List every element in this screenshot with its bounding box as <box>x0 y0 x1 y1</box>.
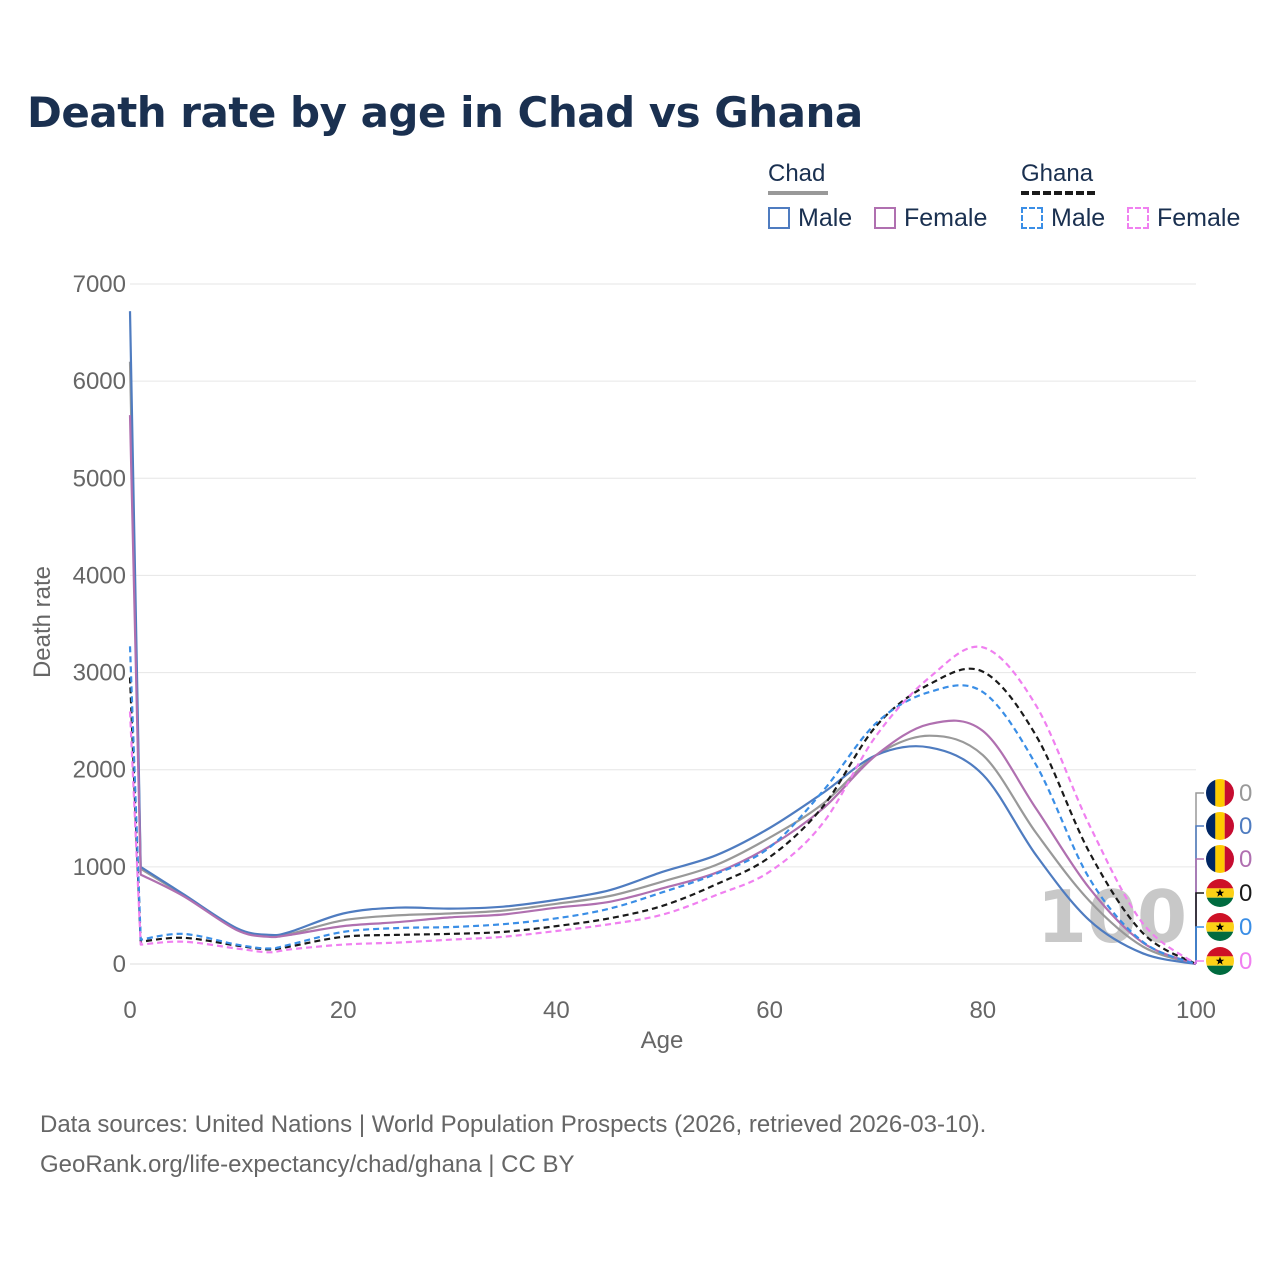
y-tick-label: 6000 <box>73 368 126 395</box>
end-connector-ghana-female <box>1195 960 1204 964</box>
legend-label-chad-female: Female <box>904 204 988 232</box>
x-tick-label: 40 <box>543 997 570 1024</box>
legend-swatch-chad-male <box>768 207 790 229</box>
y-tick-label: 3000 <box>73 660 126 687</box>
series-line-ghana-male[interactable] <box>128 646 1197 966</box>
grid <box>130 283 1196 965</box>
series-line-ghana-female[interactable] <box>128 645 1197 965</box>
chad-flag-icon <box>1206 845 1234 873</box>
series-line-chad-female[interactable] <box>128 415 1197 966</box>
end-connector-ghana-total <box>1195 892 1204 964</box>
end-value-ghana-male: 0 <box>1239 914 1252 941</box>
ghana-flag-icon <box>1206 879 1234 907</box>
y-tick-label: 4000 <box>73 562 126 589</box>
x-tick-label: 60 <box>756 997 783 1024</box>
end-value-chad-total: 0 <box>1239 780 1252 807</box>
legend-group-line-ghana <box>1021 191 1095 195</box>
ghana-flag-icon <box>1206 913 1234 941</box>
source-line-1: Data sources: United Nations | World Pop… <box>40 1111 987 1138</box>
legend-group-line-chad <box>768 191 828 195</box>
series-lines <box>128 311 1197 966</box>
chad-flag-icon <box>1206 779 1234 807</box>
y-axis: 0 1000 2000 3000 4000 5000 6000 7000 <box>73 271 126 978</box>
legend-swatch-ghana-female <box>1127 207 1149 229</box>
y-tick-label: 2000 <box>73 757 126 784</box>
end-connector-chad-male <box>1195 825 1204 964</box>
x-tick-label: 20 <box>330 997 357 1024</box>
x-tick-label: 80 <box>969 997 996 1024</box>
x-tick-label: 100 <box>1176 997 1216 1024</box>
y-tick-label: 1000 <box>73 854 126 881</box>
chad-flag-icon <box>1206 812 1234 840</box>
end-connector-chad-female <box>1195 858 1204 964</box>
legend-label-chad-male: Male <box>798 204 853 232</box>
source-line-2[interactable]: GeoRank.org/life-expectancy/chad/ghana |… <box>40 1151 575 1178</box>
x-tick-label: 0 <box>123 997 136 1024</box>
end-value-ghana-female: 0 <box>1239 948 1252 975</box>
series-line-chad-total[interactable] <box>128 361 1197 966</box>
legend-swatch-chad-female <box>874 207 896 229</box>
end-connector-ghana-male <box>1195 926 1204 964</box>
legend-label-ghana-female: Female <box>1157 204 1241 232</box>
legend-swatch-ghana-male <box>1021 207 1043 229</box>
x-axis-label: Age <box>641 1027 684 1054</box>
source-note: Data sources: United Nations | World Pop… <box>40 1105 986 1185</box>
chart-title: Death rate by age in Chad vs Ghana <box>27 88 863 137</box>
end-value-chad-male: 0 <box>1239 813 1252 840</box>
y-tick-label: 5000 <box>73 465 126 492</box>
y-axis-label: Death rate <box>29 566 56 678</box>
end-value-chad-female: 0 <box>1239 846 1252 873</box>
series-line-chad-male[interactable] <box>128 311 1197 966</box>
end-markers: 0 0 0 0 0 0 <box>1195 779 1252 975</box>
ghana-flag-icon <box>1206 947 1234 975</box>
end-value-ghana-total: 0 <box>1239 880 1252 907</box>
legend-group-title-chad: Chad <box>768 160 826 187</box>
legend: Chad Male Female Ghana Male Female <box>766 160 1266 250</box>
x-axis: 0 20 40 60 80 100 <box>123 997 1216 1024</box>
legend-group-title-ghana: Ghana <box>1021 160 1094 187</box>
y-tick-label: 7000 <box>73 271 126 298</box>
y-tick-label: 0 <box>113 951 126 978</box>
series-line-ghana-total[interactable] <box>128 667 1197 965</box>
legend-label-ghana-male: Male <box>1051 204 1106 232</box>
end-connector-chad-total <box>1195 792 1204 964</box>
